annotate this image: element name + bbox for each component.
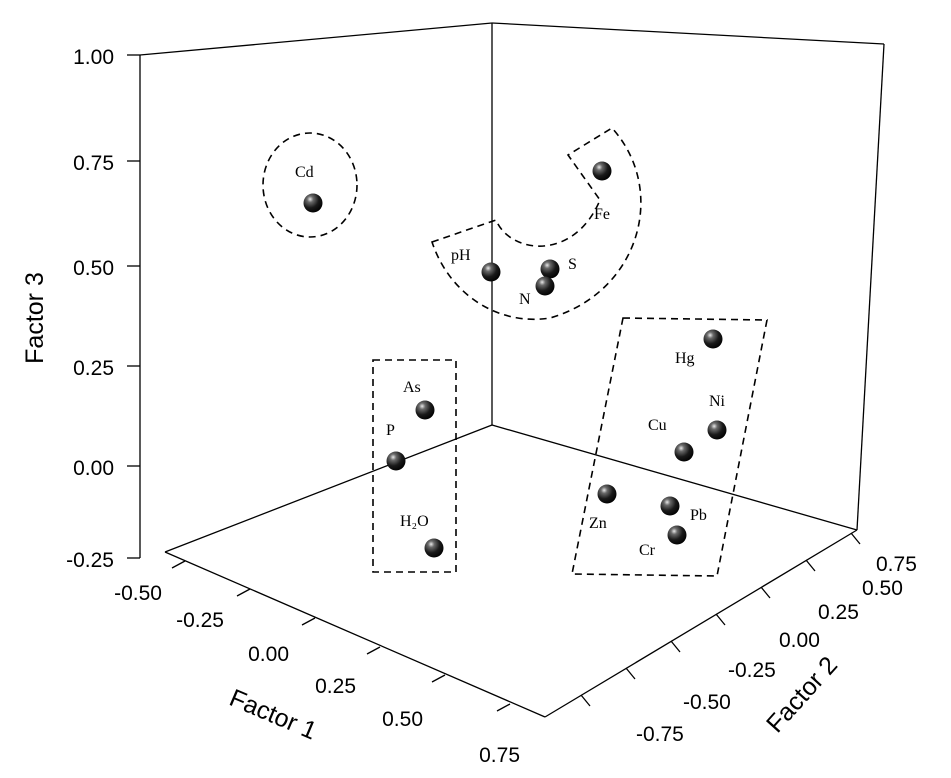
- y-tick: [670, 640, 681, 653]
- z-axis: -0.25 0.00 0.25 0.50 0.75 1.00 Factor 3: [21, 46, 140, 572]
- back-right-vertical: [856, 43, 885, 531]
- x-axis-line: [164, 551, 546, 718]
- back-top-left-edge: [139, 22, 493, 56]
- x-tick-label: 0.25: [315, 675, 356, 698]
- x-tick: [171, 560, 186, 569]
- y-tick-label: 0.25: [818, 601, 859, 624]
- z-tick-label: 0.50: [73, 257, 114, 280]
- box-frame: [139, 22, 885, 718]
- x-tick-label: -0.50: [114, 582, 162, 605]
- cluster-outlines: [262, 126, 768, 577]
- point-label: Cr: [639, 542, 656, 559]
- data-point-ph: [481, 262, 501, 282]
- point-label: Zn: [589, 515, 607, 532]
- point-label: As: [403, 379, 421, 396]
- y-axis: -0.75 -0.50 -0.25 0.00 0.25 0.50 0.75 Fa…: [580, 532, 917, 746]
- data-point-cd: [303, 193, 323, 213]
- data-point-ni: [707, 420, 727, 440]
- data-point-cu: [674, 442, 694, 462]
- point-label: Cu: [648, 417, 667, 434]
- data-point-pb: [660, 496, 680, 516]
- point-label: Cd: [295, 164, 314, 181]
- point-label: H₂O: [400, 513, 429, 530]
- point-label: P: [386, 422, 395, 439]
- y-tick: [625, 667, 636, 680]
- y-tick: [805, 559, 816, 572]
- data-point-cr: [667, 525, 687, 545]
- cluster-ph-s-n-fe: [430, 126, 642, 320]
- data-point-fe: [592, 161, 612, 181]
- z-tick-label: 0.00: [73, 457, 114, 480]
- y-tick-label: 0.50: [862, 577, 903, 600]
- x-tick: [431, 674, 446, 683]
- point-label: Pb: [690, 507, 707, 524]
- back-top-right-edge: [491, 22, 885, 45]
- z-axis-title: Factor 3: [21, 272, 49, 364]
- y-tick: [715, 613, 726, 626]
- y-tick-label: -0.50: [683, 691, 731, 714]
- x-tick: [301, 617, 316, 626]
- data-point-n: [535, 276, 555, 296]
- data-point-as: [415, 400, 435, 420]
- y-axis-line: [544, 529, 858, 718]
- cluster-metals: [571, 317, 768, 577]
- x-tick: [496, 703, 511, 712]
- z-tick-label: 0.75: [73, 152, 114, 175]
- data-point-p: [386, 451, 406, 471]
- y-tick: [580, 694, 591, 707]
- z-tick-label: 0.25: [73, 357, 114, 380]
- data-point-zn: [597, 484, 617, 504]
- x-tick-label: 0.00: [248, 643, 289, 666]
- floor-back-left-edge: [164, 424, 493, 553]
- y-tick-label: -0.75: [636, 723, 684, 746]
- cluster-cd: [262, 132, 358, 238]
- x-tick-label: 0.50: [382, 708, 423, 731]
- x-tick-label: 0.75: [479, 744, 520, 767]
- x-tick-label: -0.25: [176, 609, 224, 632]
- data-point-s: [540, 259, 560, 279]
- point-label: N: [519, 291, 531, 308]
- point-label: S: [568, 256, 577, 273]
- y-tick: [760, 586, 771, 599]
- z-tick-label: -0.25: [66, 549, 114, 572]
- cluster-as-p-h2o: [372, 359, 457, 573]
- point-label: pH: [451, 247, 471, 264]
- floor-back-right-edge: [491, 424, 858, 531]
- data-point-hg: [703, 329, 723, 349]
- x-axis: -0.50 -0.25 0.00 0.25 0.50 0.75 Factor 1: [114, 560, 520, 767]
- y-tick-label: 0.00: [779, 629, 820, 652]
- z-tick-label: 1.00: [73, 46, 114, 69]
- point-label: Fe: [594, 206, 610, 223]
- x-tick: [366, 646, 381, 655]
- data-points: Cd pH S N Fe As P H₂O Hg Ni Cu Zn Pb Cr: [295, 161, 727, 559]
- x-axis-title: Factor 1: [225, 684, 320, 746]
- y-tick-label: -0.25: [728, 659, 776, 682]
- y-tick: [850, 532, 861, 545]
- x-tick: [236, 588, 251, 597]
- y-tick-label: 0.75: [876, 553, 917, 576]
- point-label: Ni: [709, 393, 726, 410]
- point-label: Hg: [675, 350, 695, 367]
- data-point-h2o: [424, 538, 444, 558]
